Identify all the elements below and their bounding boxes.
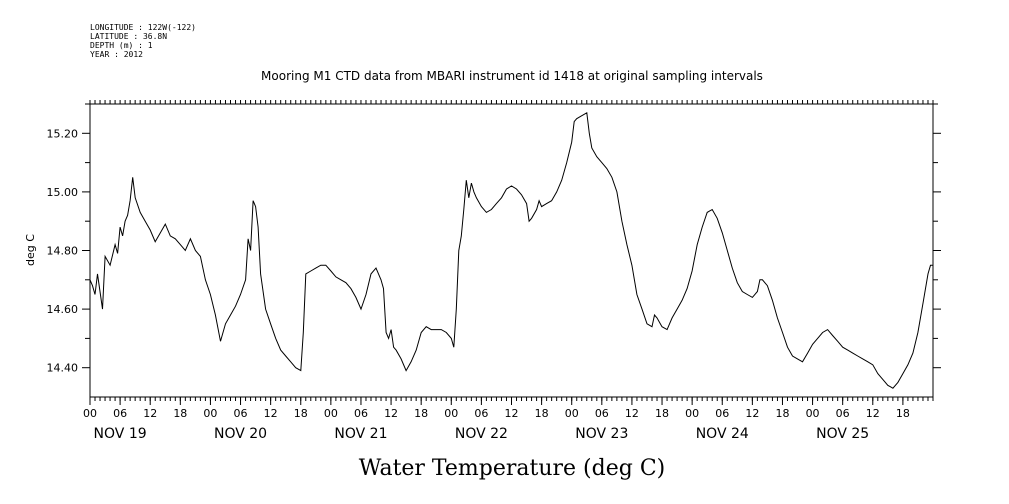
- latitude-label: LATITUDE : 36.8N: [90, 32, 167, 41]
- x-hour-label: 12: [505, 407, 519, 420]
- x-hour-label: 00: [444, 407, 458, 420]
- y-tick-labels: 14.40 14.60 14.80 15.00 15.20: [47, 127, 79, 374]
- x-hour-label: 12: [143, 407, 157, 420]
- x-hour-label: 00: [83, 407, 97, 420]
- x-hour-label: 06: [113, 407, 127, 420]
- x-day-label: NOV 20: [214, 426, 267, 442]
- x-day-label: NOV 19: [94, 426, 147, 442]
- y-tick-label: 15.20: [47, 127, 79, 140]
- x-hour-label: 06: [836, 407, 850, 420]
- x-hour-label: 06: [354, 407, 368, 420]
- x-hour-label: 12: [745, 407, 759, 420]
- y-ticks: [82, 103, 941, 369]
- water-temperature-line: [89, 111, 933, 389]
- x-day-labels: NOV 19 NOV 20 NOV 21 NOV 22 NOV 23 NOV 24 NOV …: [94, 426, 870, 442]
- x-hour-label: 12: [264, 407, 278, 420]
- depth-label: DEPTH (m) : 1: [90, 41, 153, 50]
- x-day-label: NOV 21: [334, 426, 387, 442]
- metadata-block: LONGITUDE : 122W(-122) LATITUDE : 36.8N …: [90, 23, 196, 59]
- x-hour-label: 12: [866, 407, 880, 420]
- x-hour-label: 06: [595, 407, 609, 420]
- longitude-label: LONGITUDE : 122W(-122): [90, 23, 196, 32]
- y-axis-label: deg C: [24, 234, 37, 266]
- x-day-label: NOV 25: [816, 426, 869, 442]
- x-hour-label: 18: [535, 407, 549, 420]
- x-hour-label: 18: [173, 407, 187, 420]
- x-hour-label: 18: [414, 407, 428, 420]
- x-hour-label: 12: [384, 407, 398, 420]
- x-hour-label: 18: [775, 407, 789, 420]
- year-label: YEAR : 2012: [90, 50, 143, 59]
- x-major-ticks: [89, 397, 904, 405]
- x-hour-label: 18: [896, 407, 910, 420]
- x-hour-label: 00: [685, 407, 699, 420]
- x-hour-label: 06: [715, 407, 729, 420]
- y-tick-label: 14.60: [47, 303, 79, 316]
- chart-title: Mooring M1 CTD data from MBARI instrumen…: [261, 69, 763, 83]
- y-tick-label: 15.00: [47, 186, 79, 199]
- x-hour-label: 12: [625, 407, 639, 420]
- plot-frame: [89, 103, 934, 398]
- x-axis-label: Water Temperature (deg C): [359, 456, 666, 481]
- x-hour-labels: 00 06 12 18 00 06 12 18 00 06 12 18 00 06 12 18 00 06 12 18…: [83, 407, 910, 420]
- x-hour-label: 00: [806, 407, 820, 420]
- x-hour-label: 06: [234, 407, 248, 420]
- x-hour-label: 18: [294, 407, 308, 420]
- x-day-label: NOV 23: [575, 426, 628, 442]
- x-hour-label: 00: [324, 407, 338, 420]
- y-tick-label: 14.40: [47, 362, 79, 375]
- x-day-label: NOV 24: [696, 426, 749, 442]
- y-tick-label: 14.80: [47, 245, 79, 258]
- x-hour-label: 18: [655, 407, 669, 420]
- x-hour-label: 06: [474, 407, 488, 420]
- x-hour-label: 00: [565, 407, 579, 420]
- x-hour-label: 00: [203, 407, 217, 420]
- x-day-label: NOV 22: [455, 426, 508, 442]
